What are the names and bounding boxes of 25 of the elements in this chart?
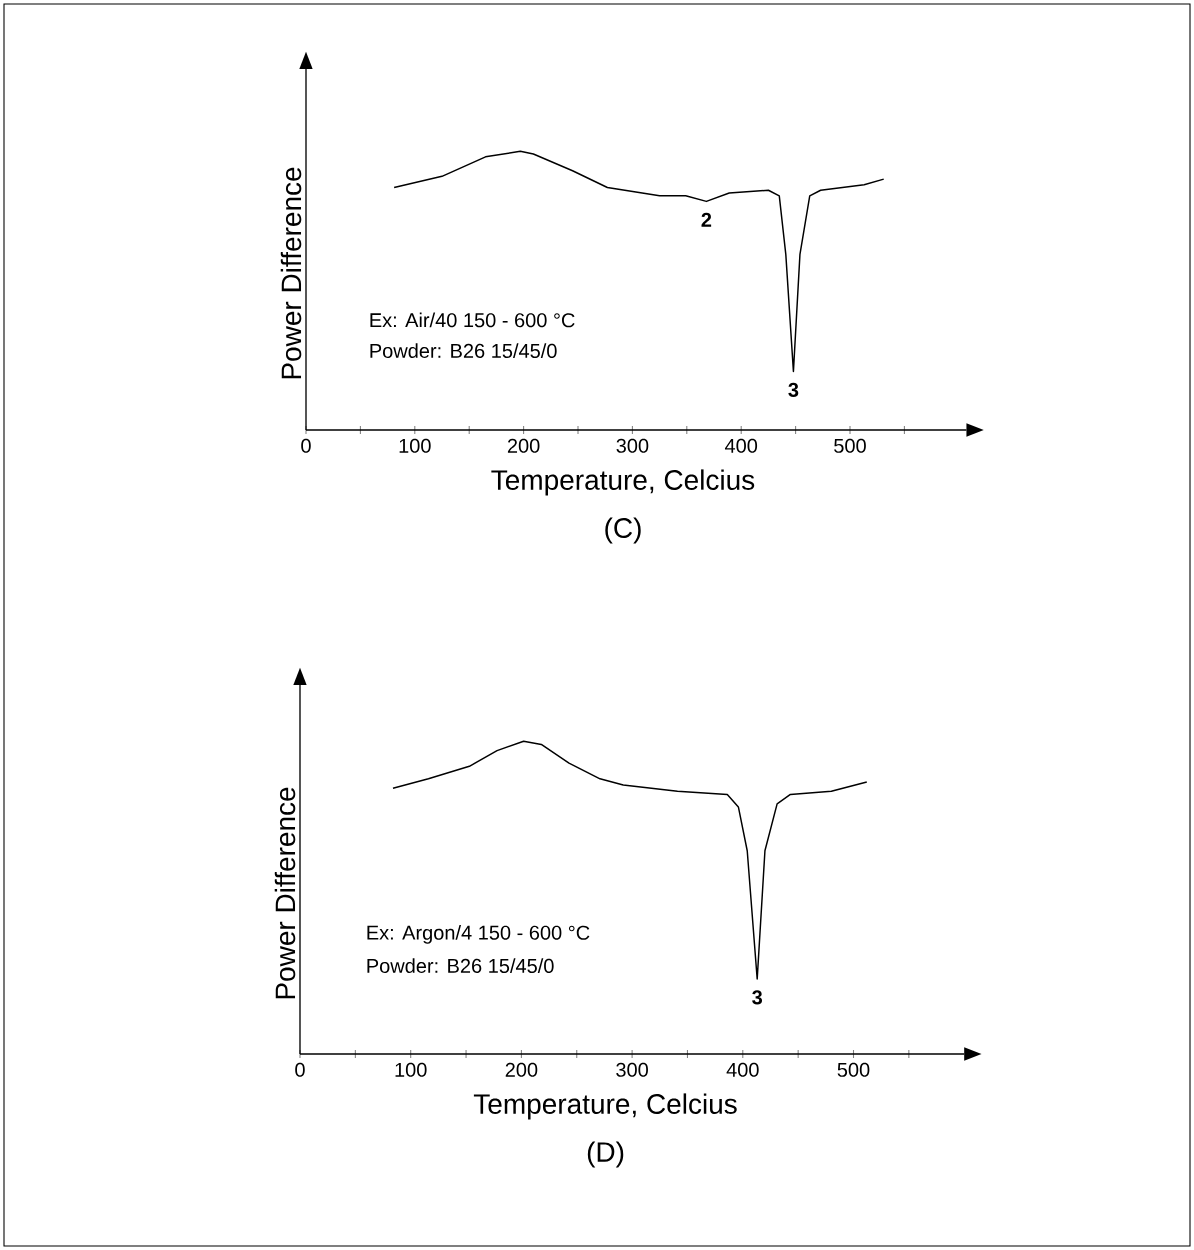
x-tick-label: 100 (395, 1062, 427, 1077)
x-tick-label: 400 (724, 438, 758, 453)
annotation: Powder: B26 15/45/0 (370, 343, 557, 358)
x-tick-label: 400 (726, 1062, 759, 1077)
annotation: 3 (752, 990, 763, 1005)
x-axis-title: Temperature, Celcius (473, 1093, 737, 1120)
x-tick-label: 0 (301, 438, 311, 453)
x-tick-label: 100 (399, 438, 431, 453)
text: (C) (605, 517, 641, 544)
x-tick-label: 300 (616, 1062, 648, 1077)
x-axis-title: Temperature, Celcius (491, 469, 755, 496)
x-tick-label: 200 (505, 1062, 538, 1077)
annotation: 2 (701, 212, 712, 227)
annotation: 3 (788, 382, 799, 398)
annotation: Ex: Argon/4 150 - 600 °C (367, 925, 590, 944)
x-tick-label: 500 (837, 1062, 870, 1077)
x-tick-label: 0 (295, 1062, 305, 1077)
x-tick-label: 300 (616, 438, 649, 453)
x-tick-label: 200 (507, 438, 540, 453)
y-axis-title: Power Difference (280, 167, 302, 379)
text: (D) (587, 1141, 624, 1168)
x-tick-label: 500 (834, 438, 866, 453)
annotation: Powder: B26 15/45/0 (367, 958, 554, 973)
annotation: Ex: Air/40 150 - 600 °C (370, 312, 575, 328)
y-axis-title: Power Difference (274, 787, 296, 999)
